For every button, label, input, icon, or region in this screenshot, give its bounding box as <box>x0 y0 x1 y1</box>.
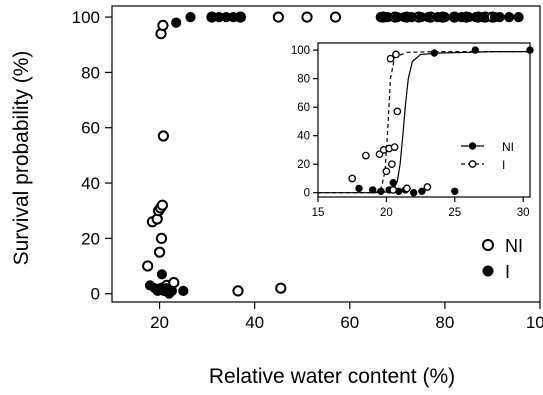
inset-legend-label-i: I <box>502 158 505 172</box>
inset-point-i <box>348 174 357 183</box>
inset-point-ni <box>389 179 397 187</box>
main-x-tick-label: 40 <box>245 313 264 332</box>
main-point-ni <box>275 282 287 294</box>
main-point-i <box>382 12 393 23</box>
legend-marker-i <box>482 265 494 277</box>
main-y-tick-label: 40 <box>81 174 100 193</box>
y-axis-title: Survival probability (%) <box>10 51 33 266</box>
main-point-i <box>406 12 417 23</box>
main-y-tick-label: 80 <box>81 63 100 82</box>
inset-panel: 15 20 25 30 0 20 40 60 80 100 NI I <box>291 42 534 219</box>
main-panel: 20 40 60 80 100 0 20 40 60 80 100 Relative water co… <box>10 5 543 388</box>
main-y-tick-label: 100 <box>72 8 100 27</box>
inset-point-i <box>393 107 402 116</box>
main-point-ni <box>232 285 244 297</box>
main-x-tick-label: 80 <box>435 313 454 332</box>
main-point-ni <box>272 11 284 23</box>
main-y-tick-label: 0 <box>91 285 100 304</box>
inset-legend-marker-i <box>468 160 477 168</box>
main-point-ni <box>142 260 154 272</box>
inset-point-ni <box>451 187 459 196</box>
inset-point-i <box>423 183 432 191</box>
main-point-i <box>513 12 524 23</box>
main-point-i <box>156 269 167 280</box>
inset-point-ni <box>526 46 534 54</box>
inset-point-i <box>386 54 395 63</box>
inset-y-tick-label: 80 <box>297 74 310 86</box>
inset-point-i <box>403 184 411 193</box>
main-point-i <box>504 12 515 23</box>
inset-curve-ni <box>318 51 530 194</box>
main-point-ni <box>156 199 168 211</box>
inset-y-tick-label: 60 <box>297 102 310 114</box>
inset-x-tick-label: 15 <box>312 207 325 219</box>
inset-x-tick-label: 20 <box>380 207 393 219</box>
main-point-ni <box>155 232 168 244</box>
inset-curve-i <box>318 51 530 194</box>
inset-y-tick-label: 20 <box>297 159 310 171</box>
inset-point-i <box>382 167 391 176</box>
inset-point-i <box>389 186 398 194</box>
inset-y-tick-label: 0 <box>304 188 310 200</box>
main-point-i <box>166 285 177 296</box>
inset-point-ni <box>418 187 426 196</box>
inset-point-ni <box>430 49 438 57</box>
inset-y-tick-label: 100 <box>291 45 310 57</box>
main-y-tick-label: 60 <box>81 119 100 138</box>
inset-point-ni <box>377 187 385 196</box>
inset-plot-frame <box>317 42 531 198</box>
inset-legend-label-ni: NI <box>502 140 514 154</box>
main-point-i <box>494 12 505 23</box>
main-y-tick-label: 20 <box>81 229 100 248</box>
main-point-i <box>178 285 189 296</box>
main-point-ni <box>157 130 169 142</box>
legend-marker-ni <box>482 239 494 251</box>
main-point-i <box>235 12 246 23</box>
main-point-i <box>423 12 434 23</box>
inset-point-ni <box>471 46 479 54</box>
main-point-i <box>185 12 196 23</box>
legend-label-ni: NI <box>505 236 523 256</box>
main-x-tick-label: 20 <box>150 313 169 332</box>
inset-point-ni <box>355 184 363 193</box>
inset-point-i <box>362 151 370 160</box>
main-point-ni <box>154 246 166 258</box>
inset-point-ni <box>369 186 377 194</box>
main-point-ni <box>301 11 313 23</box>
inset-point-ni <box>410 189 418 197</box>
inset-y-tick-label: 40 <box>297 131 310 143</box>
legend-label-i: I <box>505 262 510 282</box>
inset-point-i <box>390 143 399 151</box>
x-axis-title: Relative water content (%) <box>209 365 455 388</box>
main-point-ni <box>157 19 169 31</box>
main-x-tick-label: 60 <box>340 313 359 332</box>
inset-x-tick-label: 30 <box>517 207 530 219</box>
main-point-i <box>439 12 450 23</box>
main-x-tick-label: 100 <box>526 313 543 332</box>
main-point-i <box>171 17 182 28</box>
inset-x-tick-label: 25 <box>448 207 461 219</box>
main-plot-frame <box>111 5 541 303</box>
inset-point-i <box>388 160 396 169</box>
main-point-ni <box>329 11 342 23</box>
main-point-i <box>477 12 488 23</box>
inset-point-i <box>392 50 400 59</box>
inset-legend-marker-ni <box>468 142 477 150</box>
